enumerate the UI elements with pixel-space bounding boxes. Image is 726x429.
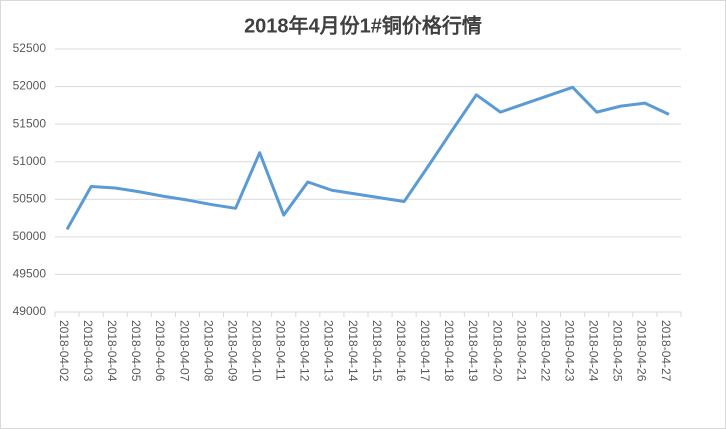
x-tick-label: 2018-04-21 bbox=[514, 320, 528, 382]
y-tick-label: 51000 bbox=[13, 154, 47, 168]
x-tick-label: 2018-04-15 bbox=[370, 320, 384, 382]
y-tick-label: 50000 bbox=[13, 229, 47, 243]
y-tick-label: 49000 bbox=[13, 304, 47, 318]
x-tick-label: 2018-04-27 bbox=[659, 320, 673, 382]
x-tick-label: 2018-04-06 bbox=[153, 320, 167, 382]
y-tick-label: 52500 bbox=[13, 41, 47, 55]
x-tick-label: 2018-04-13 bbox=[322, 320, 336, 382]
x-tick-label: 2018-04-16 bbox=[394, 320, 408, 382]
x-tick-label: 2018-04-12 bbox=[298, 320, 312, 382]
x-tick-label: 2018-04-22 bbox=[538, 320, 552, 382]
y-tick-label: 51500 bbox=[13, 116, 47, 130]
x-tick-label: 2018-04-18 bbox=[442, 320, 456, 382]
line-series bbox=[65, 85, 670, 231]
x-tick-label: 2018-04-08 bbox=[201, 320, 215, 382]
x-tick-label: 2018-04-10 bbox=[249, 320, 263, 382]
x-tick-label: 2018-04-23 bbox=[562, 320, 576, 382]
x-tick-label: 2018-04-02 bbox=[57, 320, 71, 382]
x-tick-label: 2018-04-09 bbox=[225, 320, 239, 382]
y-tick-label: 49500 bbox=[13, 267, 47, 281]
x-tick-label: 2018-04-17 bbox=[418, 320, 432, 382]
x-tick-label: 2018-04-07 bbox=[177, 320, 191, 382]
y-tick-label: 52000 bbox=[13, 79, 47, 93]
y-tick-label: 50500 bbox=[13, 191, 47, 205]
x-tick-label: 2018-04-03 bbox=[81, 320, 95, 382]
x-tick-label: 2018-04-26 bbox=[635, 320, 649, 382]
chart-title: 2018年4月份1#铜价格行情 bbox=[244, 13, 482, 37]
x-tick-label: 2018-04-05 bbox=[129, 320, 143, 382]
x-tick-label: 2018-04-25 bbox=[611, 320, 625, 382]
x-tick-label: 2018-04-11 bbox=[274, 320, 288, 381]
x-tick-label: 2018-04-04 bbox=[105, 320, 119, 382]
x-tick-label: 2018-04-20 bbox=[490, 320, 504, 382]
x-tick-label: 2018-04-19 bbox=[466, 320, 480, 382]
x-tick-label: 2018-04-24 bbox=[587, 320, 601, 382]
x-tick-label: 2018-04-14 bbox=[346, 320, 360, 382]
